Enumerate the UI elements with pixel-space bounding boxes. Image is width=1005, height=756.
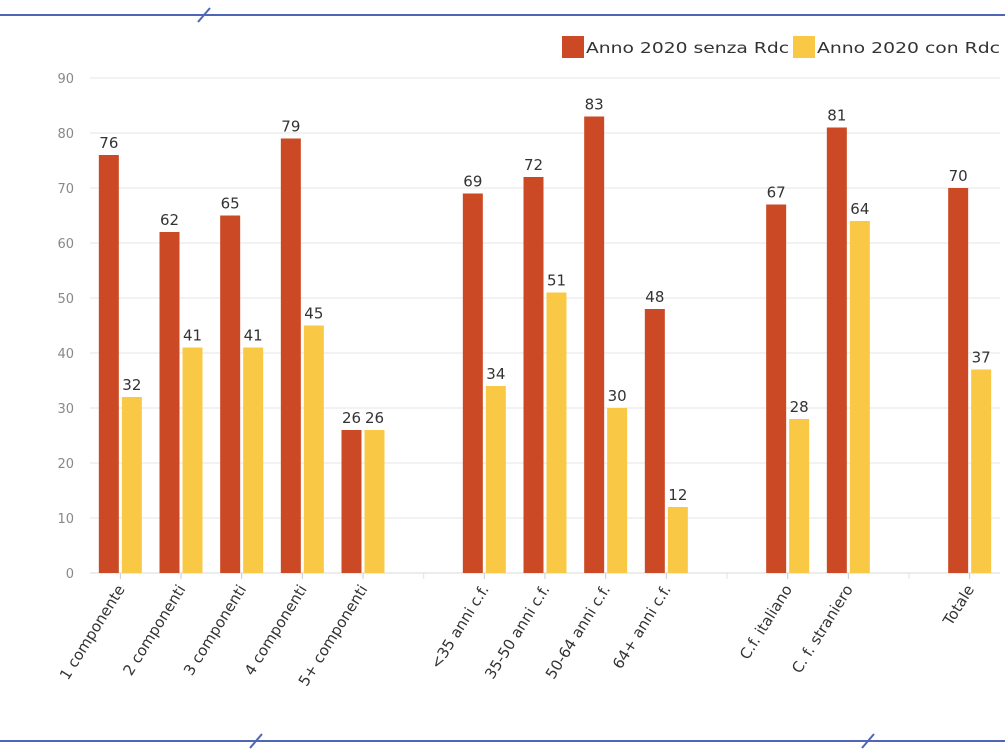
legend: Anno 2020 senza Rdc Anno 2020 con Rdc (562, 36, 1000, 58)
data-label: 72 (524, 156, 543, 174)
data-label: 69 (463, 173, 482, 191)
x-tick-label: C.f. italiano (736, 582, 796, 663)
frame-bottom-mark-left (249, 733, 263, 749)
x-tick-label: 3 componenti (180, 582, 250, 679)
data-label: 67 (767, 184, 786, 202)
x-tick-label: 50-64 anni c.f. (542, 582, 614, 683)
data-label: 41 (183, 327, 202, 345)
y-tick-label: 20 (57, 457, 74, 472)
bar[interactable] (182, 347, 203, 574)
data-label: 37 (972, 349, 991, 367)
data-label: 62 (160, 211, 179, 229)
bar[interactable] (546, 292, 567, 574)
bar[interactable] (584, 116, 605, 574)
bar[interactable] (607, 408, 628, 573)
y-tick-label: 0 (66, 567, 74, 582)
bar[interactable] (341, 430, 362, 573)
bar[interactable] (826, 127, 847, 574)
x-tick-label: 4 componenti (241, 582, 311, 679)
legend-swatch-senza-rdc[interactable] (562, 36, 584, 58)
y-axis: 0 10 20 30 40 50 60 70 80 90 (57, 72, 74, 582)
y-tick-label: 80 (57, 127, 74, 142)
bar[interactable] (98, 155, 119, 573)
frame-bottom-mark-right (861, 733, 875, 749)
bar[interactable] (159, 232, 180, 573)
legend-swatch-con-rdc[interactable] (793, 36, 815, 58)
y-tick-label: 90 (57, 72, 74, 87)
legend-label-senza-rdc[interactable]: Anno 2020 senza Rdc (586, 39, 789, 57)
bar[interactable] (243, 347, 264, 574)
bar-group (98, 116, 992, 574)
x-tick-label: 2 componenti (119, 582, 189, 679)
bar[interactable] (644, 309, 665, 573)
data-label: 34 (486, 365, 505, 383)
data-labels: 76 32 62 41 65 41 79 45 26 26 69 34 72 51 83 30 48 12 67 28… (99, 96, 990, 505)
bar[interactable] (485, 386, 506, 573)
x-tick-label: C. f. straniero (788, 582, 857, 677)
bar[interactable] (523, 177, 544, 573)
bar[interactable] (971, 369, 992, 574)
y-tick-label: 30 (57, 402, 74, 417)
data-label: 83 (585, 96, 604, 114)
y-tick-label: 40 (57, 347, 74, 362)
data-label: 64 (850, 200, 869, 218)
y-tick-label: 60 (57, 237, 74, 252)
bar[interactable] (948, 188, 969, 573)
data-label: 79 (281, 118, 300, 136)
y-tick-label: 50 (57, 292, 74, 307)
data-label: 65 (221, 195, 240, 213)
data-label: 70 (949, 167, 968, 185)
bar[interactable] (462, 193, 483, 574)
bar[interactable] (280, 138, 301, 574)
data-label: 26 (365, 409, 384, 427)
bar[interactable] (303, 325, 324, 574)
data-label: 32 (122, 376, 141, 394)
frame-top-mark (197, 7, 211, 23)
data-label: 48 (645, 288, 664, 306)
bar[interactable] (789, 419, 810, 573)
y-tick-label: 70 (57, 182, 74, 197)
legend-label-con-rdc[interactable]: Anno 2020 con Rdc (817, 39, 1000, 57)
bar[interactable] (766, 204, 787, 574)
data-label: 41 (244, 327, 263, 345)
bar[interactable] (364, 430, 385, 573)
data-label: 30 (608, 387, 627, 405)
x-tick-label: <35 anni c.f. (427, 582, 493, 673)
data-label: 51 (547, 272, 566, 290)
data-label: 28 (790, 398, 809, 416)
data-label: 45 (304, 305, 323, 323)
data-label: 26 (342, 409, 361, 427)
x-tick-label: 64+ anni c.f. (609, 582, 675, 673)
bar[interactable] (849, 221, 870, 573)
frame-decoration (0, 7, 1005, 749)
bar[interactable] (220, 215, 241, 574)
bar[interactable] (121, 397, 142, 573)
x-tick-label: 35-50 anni c.f. (481, 582, 553, 683)
data-label: 12 (668, 486, 687, 504)
data-label: 81 (827, 107, 846, 125)
data-label: 76 (99, 134, 118, 152)
x-tick-label: Totale (939, 582, 978, 630)
x-tick-label: 1 componente (56, 582, 129, 683)
y-tick-label: 10 (57, 512, 74, 527)
bar[interactable] (667, 507, 688, 573)
